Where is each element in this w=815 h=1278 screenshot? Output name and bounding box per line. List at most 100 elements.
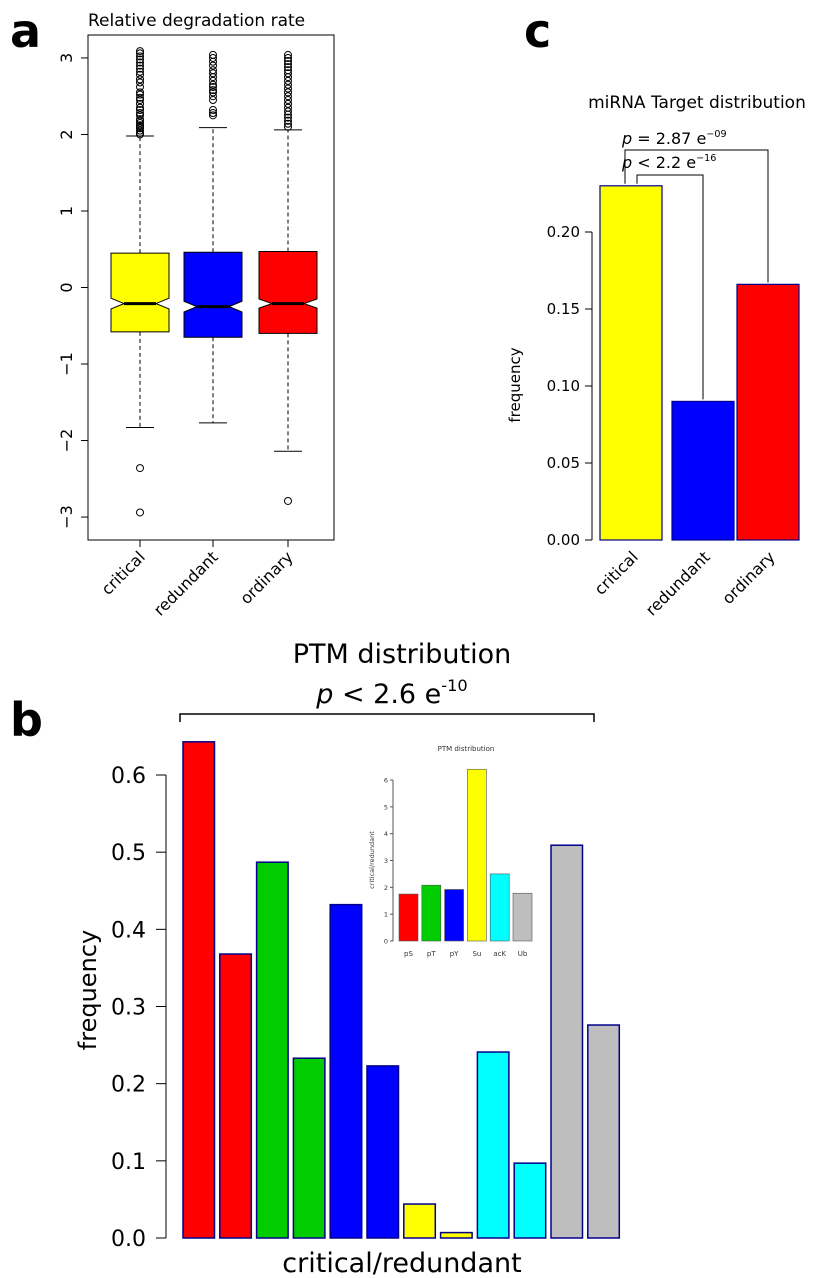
bracket-critical-ordinary (624, 149, 769, 283)
inset-y-tick-label: 4 (384, 830, 388, 838)
outlier-point (136, 118, 144, 127)
outlier-point (136, 64, 144, 73)
bar (255, 861, 289, 1239)
y-tick-label: 0.3 (111, 996, 146, 1021)
outlier-point (136, 55, 144, 64)
x-tick-label: ordinary (718, 547, 779, 608)
inset-background (395, 738, 535, 958)
bar (439, 1231, 473, 1239)
outlier-point (136, 61, 144, 70)
outlier-point (284, 84, 292, 93)
inset-y-tick-label: 5 (384, 803, 388, 811)
panel-label-a: a (10, 4, 41, 58)
outlier-point (284, 92, 292, 101)
bar (476, 1051, 510, 1239)
outlier-point (209, 80, 217, 89)
inset-y-tick-label: 2 (384, 884, 388, 892)
p-value-annotation-ordinary: p = 2.87 e−09 (621, 129, 727, 148)
outlier-point (136, 93, 144, 102)
outlier-point (209, 105, 217, 114)
bar-critical (599, 185, 663, 541)
inset-bar-Ub (512, 892, 533, 942)
chart-c-mirna-bars: miRNA Target distribution 0.00 0.05 0.10 0.1… (506, 93, 806, 619)
outlier-point (136, 49, 144, 58)
outlier-point (136, 109, 144, 118)
p-value-annotation: p < 2.6 e-10 (315, 676, 468, 710)
outlier-point (284, 496, 292, 505)
bar (550, 844, 584, 1239)
outlier-point (209, 66, 217, 75)
inset-x-tick-label: Su (472, 950, 481, 958)
bar-ordinary (736, 283, 800, 541)
x-tick-label: redundant (150, 547, 222, 619)
y-tick-label: −1 (57, 352, 76, 376)
outlier-point (284, 119, 292, 128)
y-tick-label: 0.4 (111, 918, 146, 943)
outlier-point (209, 92, 217, 101)
outlier-point (136, 88, 144, 97)
x-tick-label: critical (97, 547, 148, 598)
box-redundant (183, 251, 243, 338)
bar (292, 1057, 326, 1239)
outlier-point (136, 52, 144, 61)
outlier-point (209, 88, 217, 97)
bar (403, 1203, 437, 1239)
y-tick-label: 0.6 (111, 764, 146, 789)
panel-label-b: b (10, 693, 43, 747)
y-tick-label: 0.0 (111, 1227, 146, 1252)
inset-y-tick-label: 3 (384, 857, 388, 865)
outlier-point (284, 57, 292, 66)
x-tick-label: ordinary (236, 547, 297, 608)
x-tick-label: redundant (642, 547, 714, 619)
outlier-point (136, 78, 144, 87)
inset-chart: PTM distribution 0 1 2 3 4 5 6 critical/redundan… (368, 738, 535, 958)
outlier-point (209, 111, 217, 120)
outlier-point (284, 116, 292, 125)
y-tick-label: 0.5 (111, 841, 146, 866)
outlier-point (284, 80, 292, 89)
outlier-point (136, 121, 144, 130)
outlier-point (136, 47, 144, 56)
bar (366, 1065, 400, 1239)
inset-x-tick-label: pT (427, 950, 436, 958)
outlier-point (136, 99, 144, 108)
outlier-point (136, 70, 144, 79)
outlier-point (209, 83, 217, 92)
inset-bar-pS (398, 893, 419, 942)
inset-y-axis-label: critical/redundant (368, 831, 376, 889)
inset-y-tick-label: 6 (384, 777, 388, 785)
y-axis-label: frequency (506, 347, 524, 422)
chart-a-title: Relative degradation rate (88, 11, 305, 31)
outlier-point (284, 99, 292, 108)
y-tick-label: 0.00 (547, 531, 580, 549)
bar (219, 953, 253, 1239)
x-axis-label: critical/redundant (282, 1248, 521, 1278)
y-tick-label: −2 (57, 429, 76, 453)
outlier-point (284, 76, 292, 85)
outlier-point (209, 53, 217, 62)
outlier-point (284, 60, 292, 69)
outlier-point (284, 103, 292, 112)
y-tick-label: 1 (57, 206, 76, 216)
p-value-annotation-redundant: p < 2.2 e−16 (621, 153, 716, 172)
outlier-point (284, 63, 292, 72)
y-tick-label: 0.2 (111, 1073, 146, 1098)
outlier-point (284, 113, 292, 122)
outlier-point (136, 58, 144, 67)
inset-x-tick-label: Ub (518, 950, 528, 958)
y-tick-label: 3 (57, 53, 76, 63)
outlier-point (136, 103, 144, 112)
chart-a-boxplot: Relative degradation rate −3 −2 −1 0 1 2 3 criti… (57, 11, 335, 619)
outlier-point (136, 508, 144, 517)
outlier-point (136, 128, 144, 137)
outlier-point (284, 96, 292, 105)
bracket-critical-redundant (636, 174, 704, 400)
outlier-point (209, 76, 217, 85)
panel-label-c: c (524, 4, 551, 58)
outlier-point (209, 50, 217, 59)
inset-x-tick-label: pS (404, 950, 413, 958)
outlier-point (136, 67, 144, 76)
outlier-point (284, 122, 292, 131)
outlier-point (284, 50, 292, 59)
outlier-point (209, 86, 217, 95)
